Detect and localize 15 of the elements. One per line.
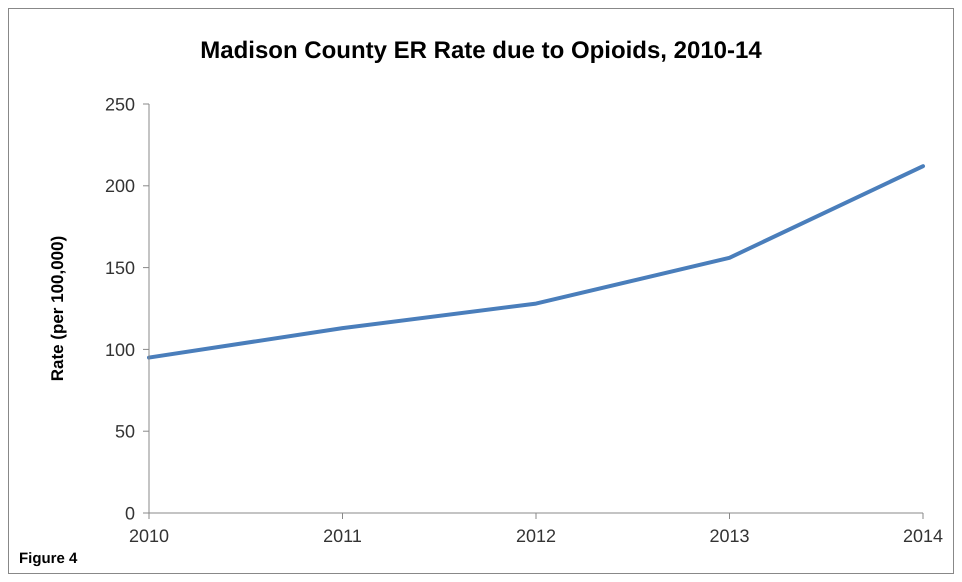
caption: Figure 4 (19, 550, 78, 567)
y-tick-label: 50 (114, 422, 135, 442)
y-tick-label: 200 (104, 176, 135, 196)
y-tick-label: 0 (124, 503, 135, 524)
y-tick-label: 150 (104, 258, 135, 278)
y-tick-label: 250 (104, 94, 135, 114)
x-tick-label: 2012 (516, 526, 556, 546)
x-tick-label: 2014 (902, 526, 944, 546)
y-tick-label: 100 (104, 340, 135, 360)
x-tick-label: 2013 (709, 526, 750, 546)
chart-title: Madison County ER Rate due to Opioids, 2010-14 (199, 37, 763, 65)
x-tick-label: 2010 (128, 526, 170, 546)
line-series (147, 164, 925, 360)
x-tick-label: 2011 (323, 526, 362, 546)
y-axis-title: Rate (per 100,000) (48, 236, 68, 382)
